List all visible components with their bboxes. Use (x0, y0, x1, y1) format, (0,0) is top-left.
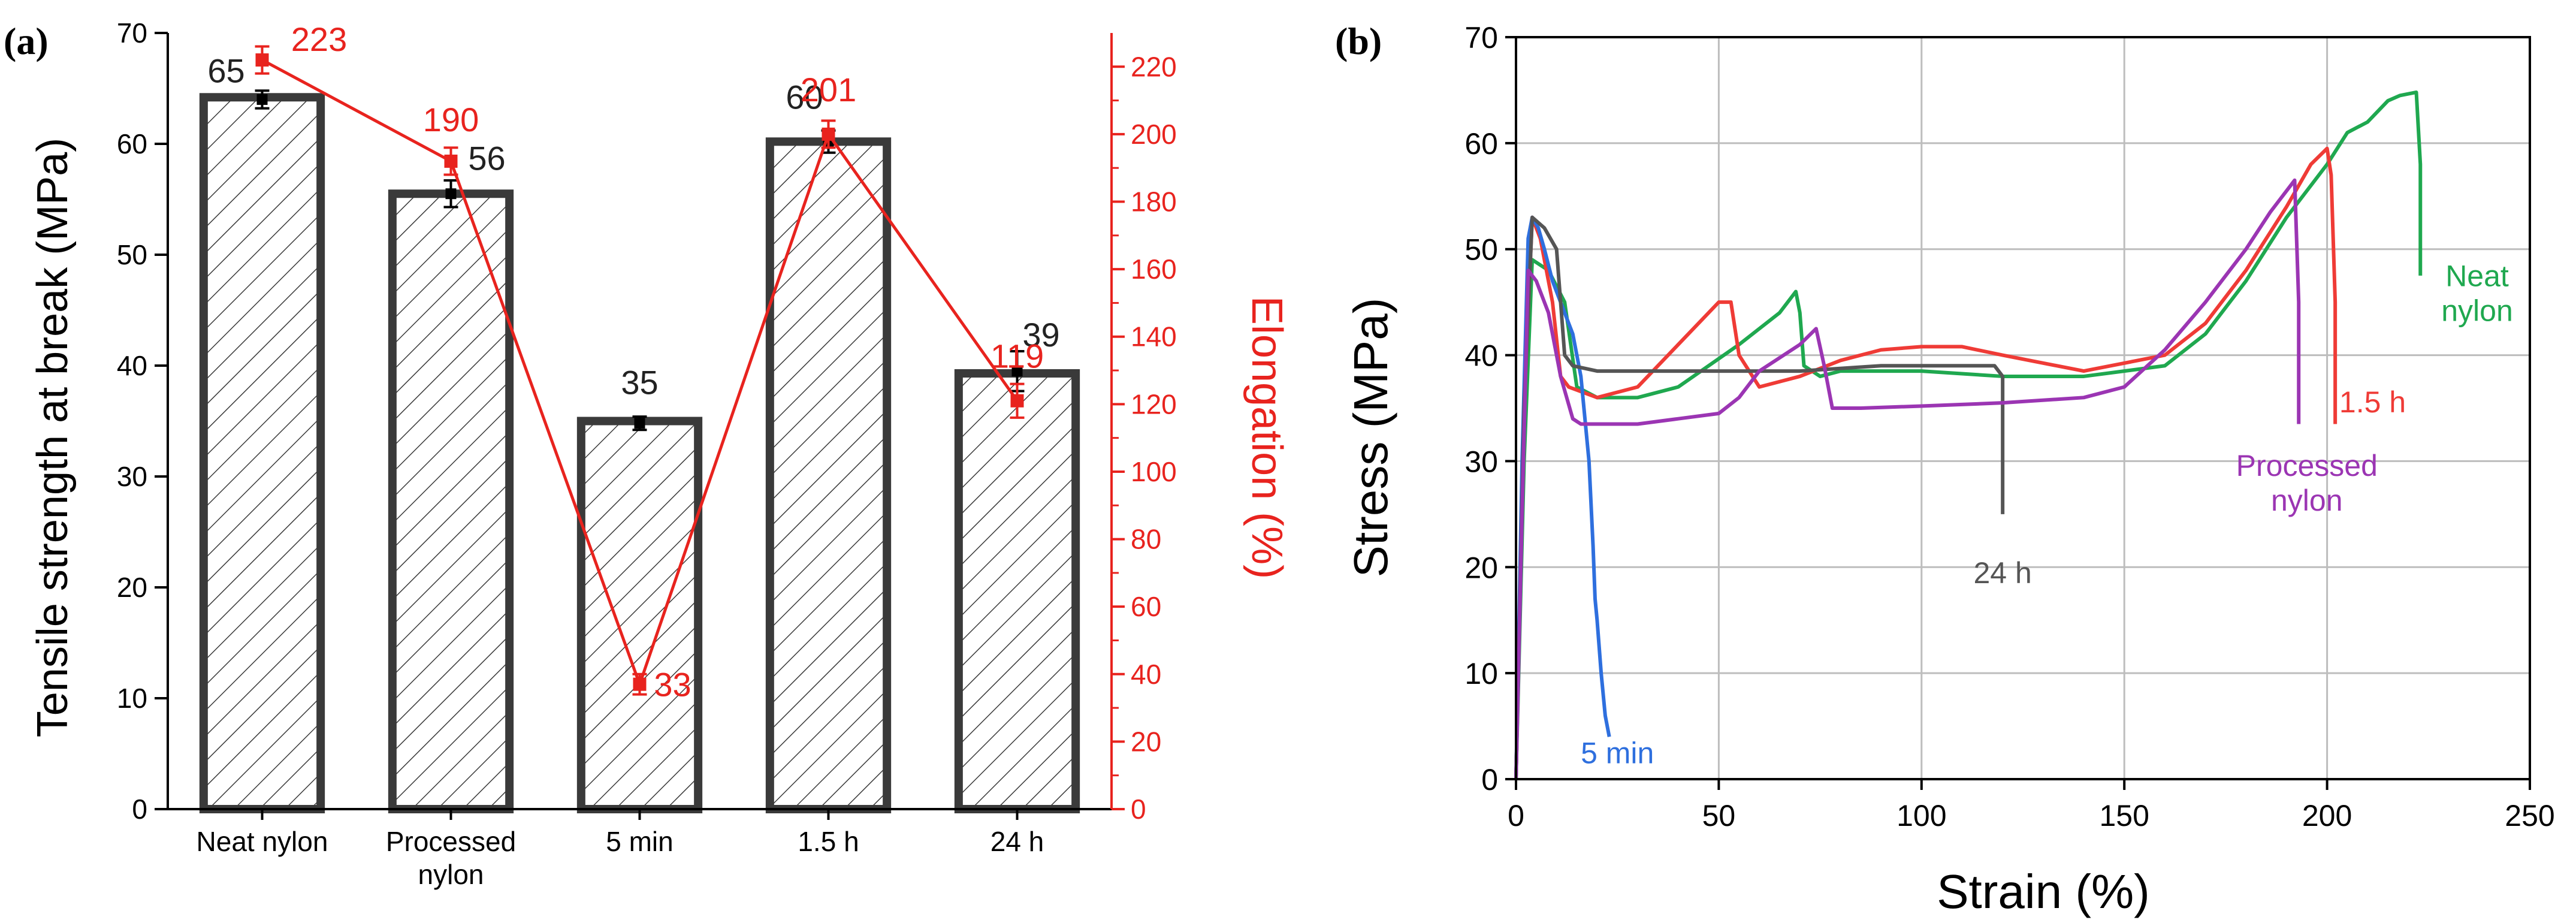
y-tick-label: 10 (117, 683, 147, 714)
bars: 65 56 35 60 39 (199, 52, 1080, 813)
bar-value-label: 56 (468, 139, 505, 177)
elongation-point (255, 53, 269, 67)
bar (388, 189, 514, 813)
strength-point (445, 188, 457, 200)
y2-tick-label: 200 (1131, 119, 1177, 150)
y-tick-label: 50 (1464, 233, 1498, 267)
elongation-point (1010, 394, 1024, 408)
curve-24-h (1514, 215, 2005, 780)
elongation-point (822, 127, 835, 141)
y2-tick-label: 60 (1131, 591, 1161, 622)
y-tick-label: 20 (117, 572, 147, 603)
y-tick-label: 30 (117, 461, 147, 492)
bar (199, 93, 325, 813)
curve-label: Neat (2445, 260, 2509, 293)
y-tick-label: 30 (1464, 445, 1498, 478)
bar (765, 137, 892, 813)
bar-value-label: 65 (207, 52, 244, 89)
curve-neat-nylon (1514, 90, 2423, 780)
curve-label: nylon (2441, 294, 2513, 328)
y2-tick-label: 80 (1131, 524, 1161, 555)
y2-axis-label: Elongation (%) (1243, 296, 1291, 579)
y2-tick-label: 160 (1131, 254, 1177, 285)
y2-tick-label: 220 (1131, 51, 1177, 82)
y-tick-label: 10 (1464, 657, 1498, 690)
y2-tick-label: 0 (1131, 794, 1146, 825)
x-tick-label: 0 (1508, 799, 1524, 832)
elongation-point (633, 677, 647, 691)
y2-tick-label: 180 (1131, 186, 1177, 218)
x-tick-label: 150 (2099, 799, 2149, 832)
curve-label: Processed (2236, 449, 2378, 482)
y2-tick-label: 140 (1131, 321, 1177, 352)
x-tick-label: Neat nylon (197, 826, 328, 857)
y-tick-label: 60 (117, 128, 147, 159)
elongation-value-label: 223 (291, 20, 347, 58)
y2-tick-label: 20 (1131, 726, 1161, 757)
y-tick-label: 0 (1481, 763, 1498, 797)
x-tick-label: 200 (2302, 799, 2352, 832)
curve-label: nylon (2271, 484, 2343, 517)
elongation-value-label: 33 (654, 666, 691, 704)
x-axis-ticks: 0 50 100 150 200 250 (1508, 779, 2555, 832)
panel-b: (b) 0 10 20 30 40 50 60 70 0 50 100 150 200 250 Neat… (1335, 20, 2555, 918)
curve-label: 24 h (1973, 556, 2031, 590)
x-tick-label: 5 min (606, 826, 673, 857)
panel-b-label: (b) (1335, 20, 1382, 62)
bar-value-label: 60 (786, 78, 823, 116)
y-tick-label: 20 (1464, 551, 1498, 584)
y2-tick-label: 100 (1131, 456, 1177, 487)
elongation-point (444, 154, 458, 168)
y2-axis-ticks: 0 20 40 60 80 100 120 140 160 180 200 220 (1112, 51, 1177, 825)
elongation-value-label: 119 (990, 337, 1044, 375)
y-axis-ticks: 0 10 20 30 40 50 60 70 (1464, 21, 1516, 797)
stress-strain-curves (1514, 90, 2423, 780)
elongation-value-label: 190 (423, 101, 479, 138)
strength-point (1011, 366, 1023, 377)
y-tick-label: 40 (1464, 339, 1498, 373)
bar-value-label: 39 (1022, 316, 1059, 354)
bar (576, 417, 703, 813)
elongation-value-label: 201 (801, 71, 856, 108)
y-axis-label: Tensile strength at break (MPa) (29, 138, 77, 737)
bar-value-label: 35 (621, 364, 658, 402)
panel-a: (a) 65 56 35 60 39 0 10 20 30 40 50 60 70 0 20 40 60 80… (4, 17, 1291, 890)
y2-tick-label: 40 (1131, 659, 1161, 690)
x-tick-label: nylon (418, 859, 484, 890)
curve-processed-nylon (1514, 178, 2301, 780)
y-tick-label: 0 (132, 794, 147, 825)
bar (954, 369, 1080, 813)
curve-label: 1.5 h (2339, 385, 2406, 419)
y-tick-label: 70 (1464, 21, 1498, 55)
x-axis-label: Strain (%) (1937, 865, 2150, 918)
y2-tick-label: 120 (1131, 388, 1177, 420)
panel-a-label: (a) (4, 20, 49, 62)
y-tick-label: 40 (117, 350, 147, 381)
axes-frame (167, 33, 1113, 810)
curve-label: 5 min (1581, 736, 1654, 770)
plot-frame (1515, 36, 2531, 780)
curve-1-5-h (1514, 146, 2338, 780)
y-axis-label: Stress (MPa) (1344, 298, 1397, 578)
x-tick-label: 50 (1702, 799, 1736, 832)
elongation-series: 223 190 33 201 119 (255, 20, 1044, 704)
x-tick-label: 24 h (990, 826, 1044, 857)
x-tick-label: 100 (1896, 799, 1946, 832)
x-tick-label: 1.5 h (798, 826, 859, 857)
strength-point (256, 94, 268, 105)
y-tick-label: 70 (117, 17, 147, 49)
axes-frame (1515, 36, 2531, 780)
y-axis-ticks: 0 10 20 30 40 50 60 70 (117, 17, 168, 825)
y-tick-label: 60 (1464, 127, 1498, 161)
strength-point (634, 418, 645, 429)
y-tick-label: 50 (117, 239, 147, 270)
x-tick-label: Processed (386, 826, 516, 857)
x-tick-label: 250 (2505, 799, 2554, 832)
